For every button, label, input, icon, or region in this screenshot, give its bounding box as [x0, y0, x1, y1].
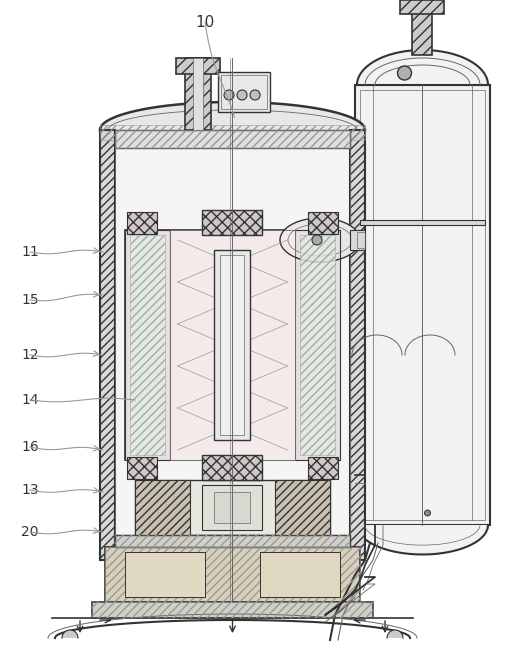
- Text: 16: 16: [21, 440, 39, 454]
- Bar: [221, 75, 267, 109]
- Bar: [260, 552, 339, 597]
- Bar: [100, 125, 364, 140]
- Bar: [193, 58, 203, 130]
- Text: 12: 12: [21, 348, 39, 362]
- Bar: [202, 210, 262, 235]
- Polygon shape: [279, 218, 359, 262]
- Polygon shape: [100, 102, 364, 130]
- Polygon shape: [386, 630, 402, 638]
- Bar: [220, 255, 244, 435]
- Bar: [359, 90, 484, 520]
- Bar: [115, 130, 349, 148]
- Bar: [125, 552, 205, 597]
- Bar: [308, 457, 337, 479]
- Polygon shape: [62, 630, 78, 638]
- Text: 14: 14: [21, 393, 39, 407]
- Circle shape: [236, 90, 246, 100]
- Bar: [218, 72, 270, 112]
- Text: 10: 10: [195, 15, 214, 29]
- Circle shape: [249, 90, 260, 100]
- Bar: [105, 547, 359, 602]
- Bar: [214, 492, 250, 523]
- Bar: [170, 230, 294, 460]
- Bar: [202, 455, 262, 480]
- Bar: [100, 130, 115, 560]
- Bar: [115, 130, 349, 560]
- Bar: [115, 535, 349, 547]
- Bar: [349, 230, 364, 250]
- Bar: [357, 232, 364, 248]
- Bar: [299, 235, 334, 455]
- Bar: [400, 0, 443, 14]
- Bar: [308, 212, 337, 234]
- Bar: [359, 220, 484, 225]
- Text: 20: 20: [21, 525, 39, 539]
- Bar: [214, 250, 250, 440]
- Bar: [115, 130, 349, 148]
- Bar: [355, 85, 489, 525]
- Text: 15: 15: [21, 293, 39, 307]
- Bar: [105, 547, 359, 602]
- Circle shape: [397, 66, 411, 80]
- Bar: [125, 230, 170, 460]
- Bar: [125, 230, 339, 460]
- Bar: [92, 602, 372, 618]
- Circle shape: [224, 90, 234, 100]
- Bar: [135, 480, 329, 535]
- Bar: [115, 535, 349, 547]
- Bar: [127, 457, 157, 479]
- Text: 11: 11: [21, 245, 39, 259]
- Text: 13: 13: [21, 483, 39, 497]
- Bar: [349, 130, 364, 560]
- Bar: [92, 602, 372, 618]
- Bar: [294, 230, 339, 460]
- Polygon shape: [355, 525, 489, 555]
- Polygon shape: [355, 50, 489, 85]
- Circle shape: [424, 510, 430, 516]
- Circle shape: [312, 235, 321, 245]
- Bar: [176, 58, 220, 74]
- Bar: [135, 480, 189, 535]
- Bar: [202, 485, 262, 530]
- Bar: [274, 480, 329, 535]
- Bar: [412, 0, 432, 55]
- Bar: [127, 212, 157, 234]
- Bar: [185, 58, 211, 130]
- Bar: [130, 235, 165, 455]
